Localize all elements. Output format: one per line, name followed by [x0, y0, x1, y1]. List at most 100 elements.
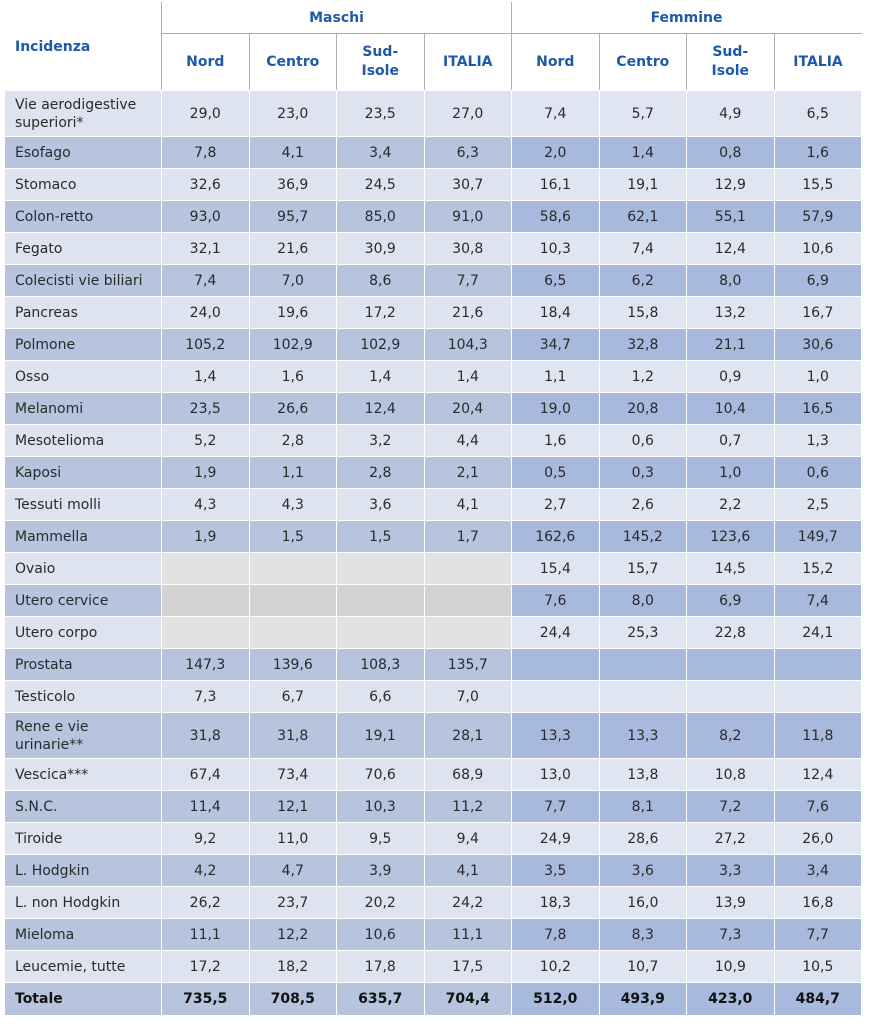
table-row: Leucemie, tutte 17,2 18,2 17,8 17,5 10,2 10,7 1… [4, 950, 863, 983]
table-cell: 6,9 [773, 264, 863, 297]
table-row: Osso 1,4 1,6 1,4 1,4 1,1 1,2 0,9 1,0 [4, 360, 863, 393]
table-cell: 15,7 [598, 552, 688, 585]
row-label: Colecisti vie biliari [4, 264, 162, 297]
table-cell: 2,8 [336, 456, 425, 489]
table-cell: 7,6 [511, 584, 600, 617]
table-cell: 26,0 [773, 822, 863, 855]
table-cell: 1,5 [336, 520, 425, 553]
table-row: Vescica*** 67,4 73,4 70,6 68,9 13,0 13,8 10,8 12… [4, 758, 863, 791]
table-cell [423, 616, 513, 649]
table-cell: 17,5 [423, 950, 513, 983]
table-cell [598, 680, 688, 713]
table-cell: 7,0 [248, 264, 337, 297]
table-cell: 27,0 [423, 90, 513, 137]
table-cell [598, 648, 688, 681]
row-label: Pancreas [4, 296, 162, 329]
table-cell: 13,8 [598, 758, 688, 791]
table-row: Vie aerodigestive superiori* 29,0 23,0 23,5… [4, 90, 863, 137]
table-cell: 16,8 [773, 886, 863, 919]
table-cell: 102,9 [248, 328, 337, 361]
table-row: Polmone 105,2 102,9 102,9 104,3 34,7 32,8 21,1 3… [4, 328, 863, 361]
table-cell: 34,7 [511, 328, 600, 361]
table-cell: 1,1 [511, 360, 600, 393]
table-cell: 27,2 [686, 822, 775, 855]
table-cell: 20,2 [336, 886, 425, 919]
table-cell: 2,7 [511, 488, 600, 521]
row-label: Mieloma [4, 918, 162, 951]
table-cell: 3,2 [336, 424, 425, 457]
table-cell [248, 616, 337, 649]
table-cell: 8,2 [686, 712, 775, 759]
table-cell: 1,2 [598, 360, 688, 393]
table-row: Esofago 7,8 4,1 3,4 6,3 2,0 1,4 0,8 1,6 [4, 136, 863, 169]
table-cell: 7,8 [511, 918, 600, 951]
row-label: Ovaio [4, 552, 162, 585]
row-label: Osso [4, 360, 162, 393]
table-cell: 17,2 [336, 296, 425, 329]
femmine-header: Femmine [511, 2, 863, 34]
table-row: L. Hodgkin 4,2 4,7 3,9 4,1 3,5 3,6 3,3 3,4 [4, 854, 863, 887]
total-cell: 493,9 [598, 982, 688, 1016]
row-label: Polmone [4, 328, 162, 361]
table-cell: 2,5 [773, 488, 863, 521]
table-cell [161, 552, 250, 585]
table-cell: 57,9 [773, 200, 863, 233]
table-row: Utero cervice 7,6 8,0 6,9 7,4 [4, 584, 863, 617]
table-cell: 1,7 [423, 520, 513, 553]
table-cell: 4,9 [686, 90, 775, 137]
table-cell: 13,9 [686, 886, 775, 919]
table-cell: 8,0 [598, 584, 688, 617]
row-label: L. non Hodgkin [4, 886, 162, 919]
row-label: Mesotelioma [4, 424, 162, 457]
table-cell: 32,6 [161, 168, 250, 201]
table-cell: 95,7 [248, 200, 337, 233]
table-cell: 15,4 [511, 552, 600, 585]
table-cell: 67,4 [161, 758, 250, 791]
table-cell [336, 552, 425, 585]
row-label: Tessuti molli [4, 488, 162, 521]
row-label: Utero cervice [4, 584, 162, 617]
table-cell: 22,8 [686, 616, 775, 649]
table-cell: 16,7 [773, 296, 863, 329]
table-cell: 11,8 [773, 712, 863, 759]
table-cell: 1,6 [773, 136, 863, 169]
table-cell: 12,1 [248, 790, 337, 823]
table-cell: 28,1 [423, 712, 513, 759]
table-cell: 15,8 [598, 296, 688, 329]
table-row: Stomaco 32,6 36,9 24,5 30,7 16,1 19,1 12,9 15,5 [4, 168, 863, 201]
table-cell: 32,8 [598, 328, 688, 361]
row-label: Colon-retto [4, 200, 162, 233]
table-cell: 24,0 [161, 296, 250, 329]
table-cell: 18,2 [248, 950, 337, 983]
table-cell: 25,3 [598, 616, 688, 649]
table-cell: 3,9 [336, 854, 425, 887]
table-cell: 104,3 [423, 328, 513, 361]
total-row: Totale 735,5 708,5 635,7 704,4 512,0 493,9 423,… [4, 982, 863, 1016]
table-cell: 8,6 [336, 264, 425, 297]
table-cell: 10,4 [686, 392, 775, 425]
table-cell: 2,2 [686, 488, 775, 521]
table-cell: 1,0 [686, 456, 775, 489]
table-cell: 13,3 [598, 712, 688, 759]
table-cell: 5,2 [161, 424, 250, 457]
table-cell: 31,8 [248, 712, 337, 759]
table-cell: 24,1 [773, 616, 863, 649]
table-cell: 2,8 [248, 424, 337, 457]
table-cell: 23,7 [248, 886, 337, 919]
table-cell: 16,0 [598, 886, 688, 919]
table-cell: 10,3 [336, 790, 425, 823]
incidence-table: Incidenza Maschi Femmine Nord Centro Sud- I… [4, 2, 863, 1016]
table-cell [336, 616, 425, 649]
row-label: Esofago [4, 136, 162, 169]
table-cell: 6,9 [686, 584, 775, 617]
table-cell: 139,6 [248, 648, 337, 681]
table-row: Tessuti molli 4,3 4,3 3,6 4,1 2,7 2,6 2,2 2,5 [4, 488, 863, 521]
table-cell: 1,0 [773, 360, 863, 393]
table-cell: 0,8 [686, 136, 775, 169]
table-cell [248, 552, 337, 585]
table-cell: 147,3 [161, 648, 250, 681]
table-cell: 18,4 [511, 296, 600, 329]
table-cell: 10,8 [686, 758, 775, 791]
table-cell [511, 648, 600, 681]
table-row: Mieloma 11,1 12,2 10,6 11,1 7,8 8,3 7,3 7,7 [4, 918, 863, 951]
